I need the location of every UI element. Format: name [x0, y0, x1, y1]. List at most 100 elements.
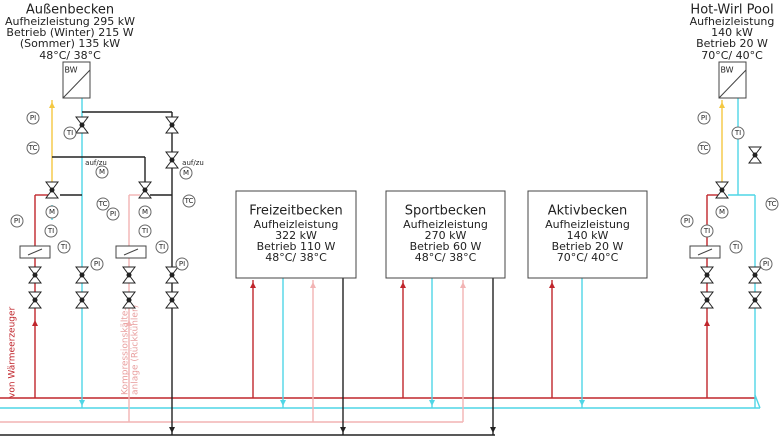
- pool-line: Betrieb 20 W: [552, 240, 624, 253]
- instrument-label: TI: [141, 227, 148, 235]
- pool-name: Freizeitbecken: [249, 204, 342, 219]
- valve-body: [752, 152, 758, 158]
- pipe-label: anlage (Rückkühler): [131, 305, 141, 395]
- instrument: [765, 197, 779, 211]
- pool-line: Aufheizleistung: [254, 218, 339, 231]
- exchanger-diagonal: [62, 69, 91, 99]
- pool-name: Aktivbecken: [548, 204, 628, 219]
- arrow-head: [250, 282, 256, 288]
- instrument: [182, 194, 196, 208]
- instrument: [138, 205, 152, 219]
- pool-line: 48°C/ 38°C: [265, 251, 327, 264]
- pool-box: [235, 190, 357, 279]
- instrument: [138, 224, 152, 238]
- heat-exchanger: [62, 61, 91, 99]
- filter-mark: [123, 248, 139, 256]
- pool-line: Aufheizleistung 295 kW: [5, 15, 135, 28]
- heat-exchanger: [718, 61, 747, 99]
- instrument-label: M: [49, 208, 55, 216]
- instrument: [44, 224, 58, 238]
- instrument-label: PI: [30, 114, 36, 122]
- valve-body: [704, 272, 710, 278]
- instrument: [57, 240, 71, 254]
- instrument-label: M: [183, 169, 189, 177]
- pool-line: Betrieb 20 W: [696, 37, 768, 50]
- arrow-head: [340, 427, 346, 433]
- instrument: [95, 165, 109, 179]
- instrument-label: TC: [699, 144, 709, 152]
- instrument-label: PI: [684, 217, 690, 225]
- instrument-label: TI: [66, 129, 73, 137]
- pool-name: Sportbecken: [405, 204, 487, 219]
- instrument-label: TI: [60, 243, 67, 251]
- instrument-label: TC: [98, 200, 108, 208]
- arrow-head: [429, 400, 435, 406]
- pool-line: Betrieb 110 W: [257, 240, 336, 253]
- valve-body: [126, 272, 132, 278]
- valve-body: [169, 157, 175, 163]
- arrow-head: [704, 320, 710, 326]
- valve-body: [32, 297, 38, 303]
- pool-line: 70°C/ 40°C: [701, 49, 763, 62]
- pool-name: Hot-Wirl Pool: [690, 3, 773, 18]
- valve-body: [169, 297, 175, 303]
- instrument: [106, 207, 120, 221]
- exchanger-label: BW: [720, 66, 733, 75]
- pool-name: Außenbecken: [26, 3, 114, 18]
- instrument: [10, 214, 24, 228]
- instrument: [697, 111, 711, 125]
- filter-mark: [27, 248, 43, 256]
- arrow-head: [579, 400, 585, 406]
- instrument-label: TI: [47, 227, 54, 235]
- instrument-label: M: [719, 208, 725, 216]
- pool-line: 48°C/ 38°C: [415, 251, 477, 264]
- instrument: [63, 126, 77, 140]
- instrument-label: TC: [184, 197, 194, 205]
- arrow-head: [126, 320, 132, 326]
- instrument-label: PI: [94, 260, 100, 268]
- instrument: [731, 126, 745, 140]
- switch-label: auf/zu: [182, 159, 204, 167]
- valve-body: [169, 122, 175, 128]
- instrument-label: TI: [732, 243, 739, 251]
- valve-body: [752, 272, 758, 278]
- exchanger-label: BW: [64, 66, 77, 75]
- valve-body: [79, 272, 85, 278]
- valve-body: [49, 187, 55, 193]
- valve-body: [79, 122, 85, 128]
- instrument-label: PI: [179, 260, 185, 268]
- instrument: [26, 141, 40, 155]
- instrument: [697, 141, 711, 155]
- pool-box: [385, 190, 506, 279]
- valve-body: [752, 297, 758, 303]
- arrow-head: [549, 282, 555, 288]
- instrument-label: TI: [703, 227, 710, 235]
- instrument-label: TC: [767, 200, 777, 208]
- instrument: [700, 224, 714, 238]
- arrow-head: [490, 427, 496, 433]
- instrument: [45, 205, 59, 219]
- pool-box: [527, 190, 648, 279]
- valve-body: [169, 272, 175, 278]
- instrument: [90, 257, 104, 271]
- instrument: [96, 197, 110, 211]
- pool-line: 322 kW: [275, 229, 317, 242]
- pool-line: 70°C/ 40°C: [557, 251, 619, 264]
- pool-line: 270 kW: [425, 229, 467, 242]
- instrument: [26, 111, 40, 125]
- pool-line: 140 kW: [567, 229, 609, 242]
- instrument-label: PI: [763, 260, 769, 268]
- valve-body: [719, 187, 725, 193]
- instrument: [680, 214, 694, 228]
- instrument: [175, 257, 189, 271]
- instrument-label: TC: [28, 144, 38, 152]
- pool-line: 48°C/ 38°C: [39, 49, 101, 62]
- pool-line: 140 kW: [711, 26, 753, 39]
- arrow-head: [310, 282, 316, 288]
- valve-body: [126, 297, 132, 303]
- arrow-head: [79, 400, 85, 406]
- pool-line: Aufheizleistung: [403, 218, 488, 231]
- valve-body: [142, 187, 148, 193]
- pipe-label: Kompressionskälte-: [121, 307, 131, 395]
